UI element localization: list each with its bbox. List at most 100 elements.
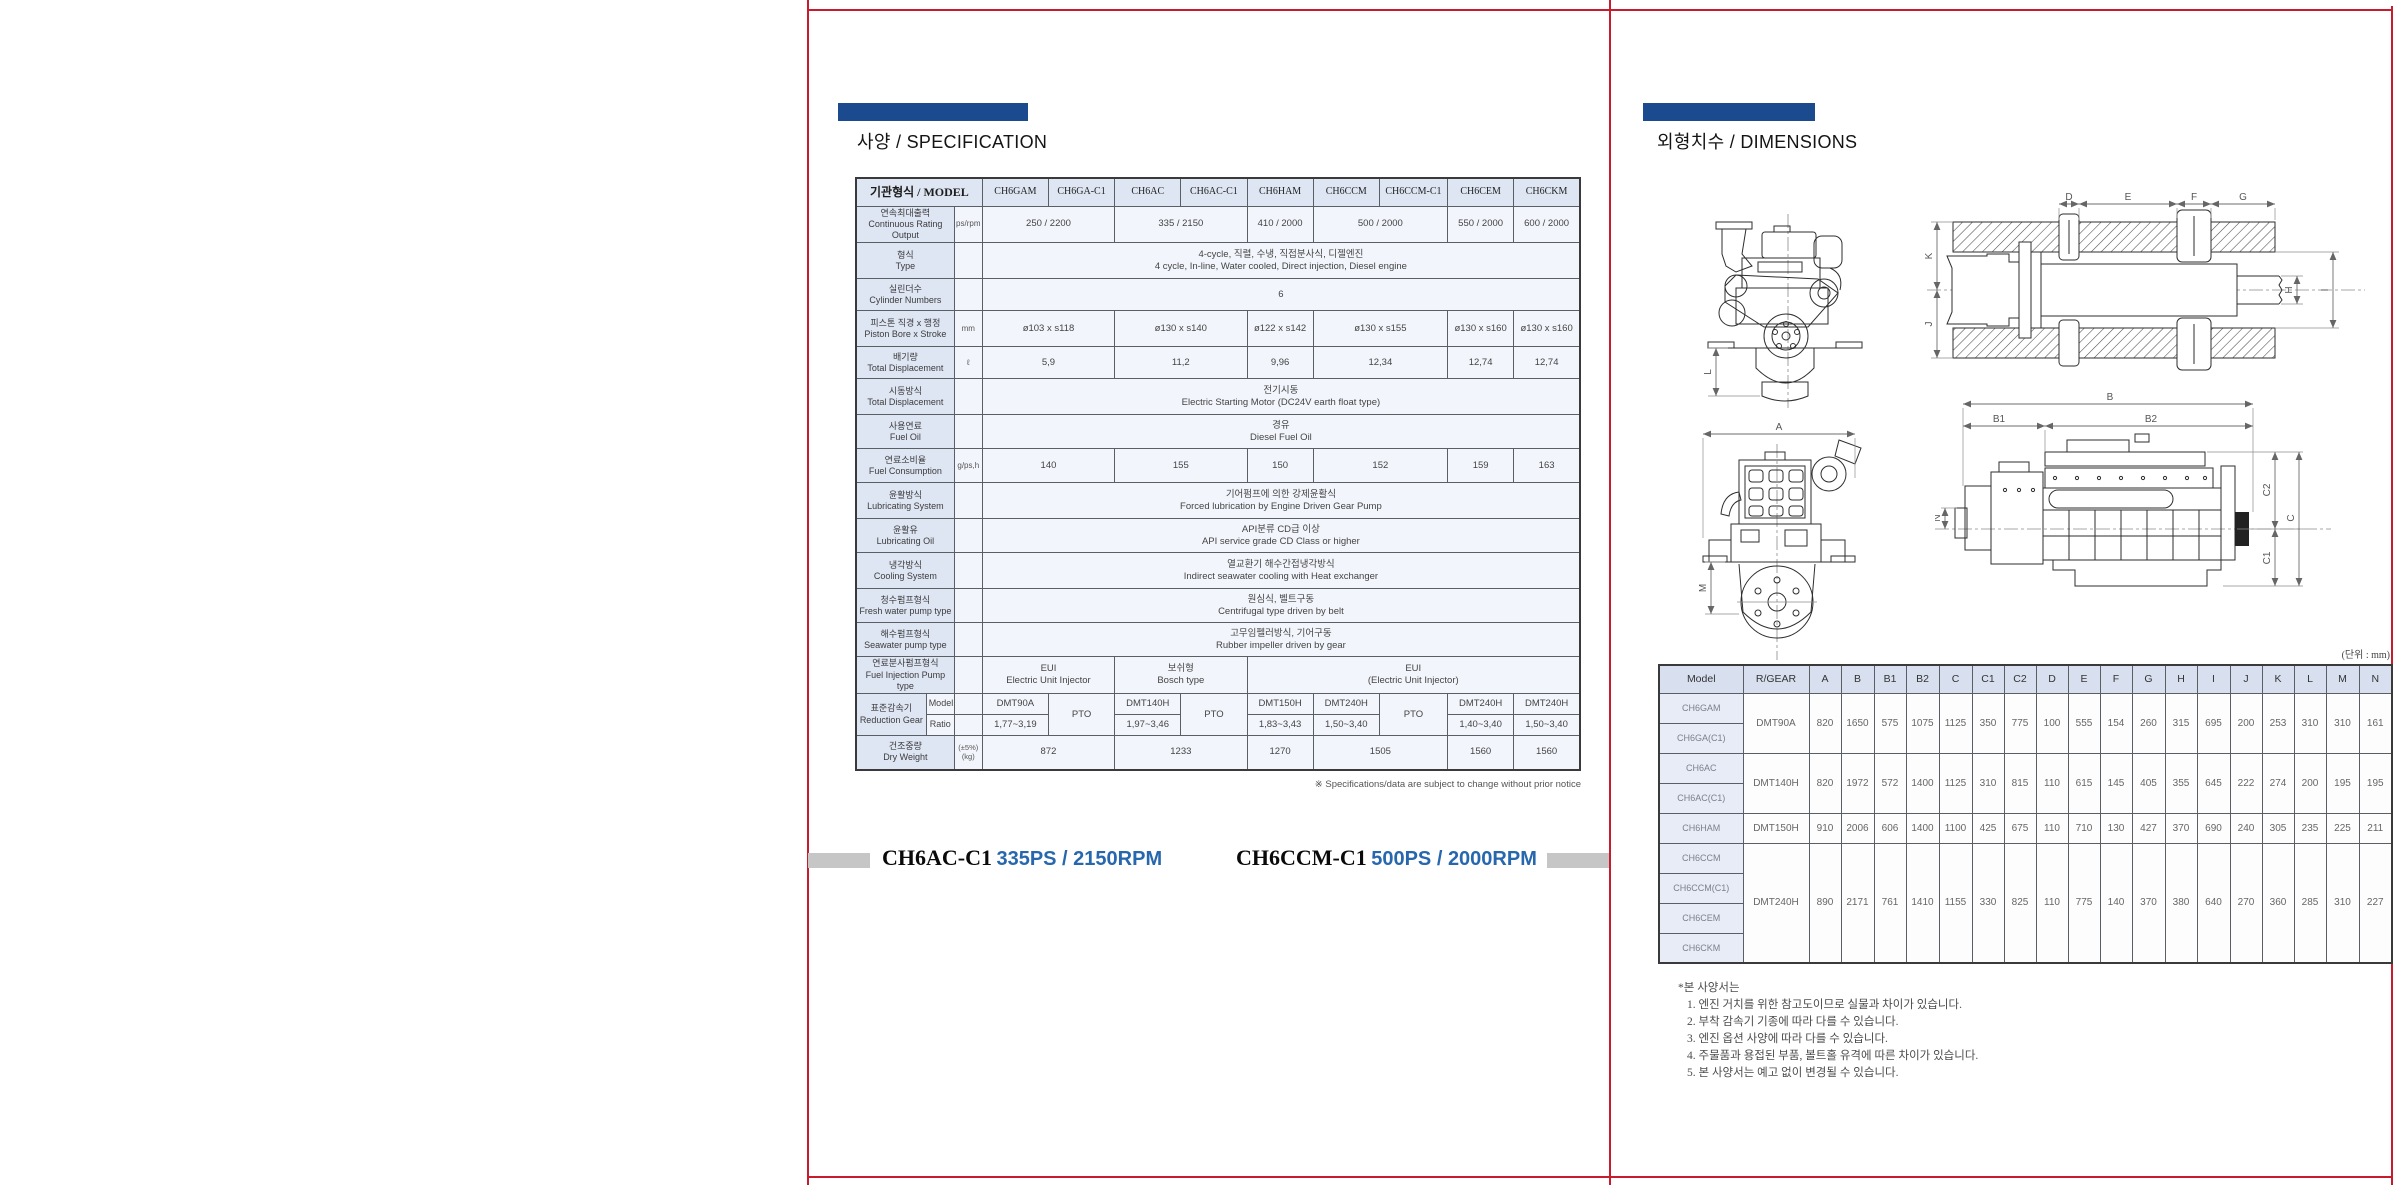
table-cell: I [2196, 664, 2231, 694]
table-cell: 815 [2003, 752, 2037, 814]
table-cell: 기관형식 / MODEL [855, 177, 983, 207]
table-cell: CH6GAM [1658, 692, 1744, 724]
table-cell: 보쉬형 Bosch type [1114, 656, 1248, 694]
table-cell: DMT90A [981, 693, 1049, 715]
table-cell: Ratio [925, 714, 955, 736]
banner-model-1-name: CH6AC-C1 [882, 845, 992, 870]
table-cell: 시동방식 Total Displacement [855, 378, 955, 416]
table-cell: 572 [1873, 752, 1907, 814]
table-cell: R/GEAR [1742, 664, 1810, 694]
table-cell: 1075 [1905, 692, 1940, 754]
table-cell: 1400 [1905, 812, 1940, 844]
table-cell: ø130 x s160 [1447, 310, 1515, 348]
table-cell: 1,77~3,19 [981, 714, 1049, 736]
dim-label-B: B [2107, 392, 2114, 403]
table-cell: 1505 [1312, 735, 1449, 770]
table-cell: 1,50~3,40 [1513, 714, 1581, 736]
note-line: 4. 주물품과 용접된 부품, 볼트홀 유격에 따른 차이가 있습니다. [1687, 1050, 1979, 1062]
crop-line-right [2391, 6, 2393, 1185]
table-cell: 해수펌프형식 Seawater pump type [855, 622, 955, 658]
table-cell: 기어펌프에 의한 강제윤활식 Forced lubrication by Eng… [981, 482, 1581, 520]
table-cell: 1125 [1938, 692, 1973, 754]
dimensions-table: Model R/GEAR A B B1 B2 C C1 C2 D E F G H I J K L M N CH6GAM D… [1658, 664, 2393, 964]
table-cell [953, 278, 983, 312]
table-cell: 100 [2035, 692, 2069, 754]
table-cell: CH6CCM [1658, 842, 1744, 874]
table-cell: 배기량 Total Displacement [855, 346, 955, 380]
table-cell: 645 [2196, 752, 2231, 814]
shaft-view-drawing: D E F G K J H I [1925, 192, 2365, 371]
table-cell: (±5%)(kg) [953, 735, 983, 770]
banner-model-2-spec: 500PS / 2000RPM [1371, 848, 1537, 870]
table-cell: 270 [2229, 842, 2263, 964]
table-cell: g/ps,h [953, 448, 983, 484]
dim-label-C1: C1 [2262, 551, 2273, 564]
table-cell: 11,2 [1114, 346, 1248, 380]
table-cell: CH6CKM [1513, 177, 1581, 207]
table-cell: 310 [2293, 692, 2327, 754]
table-cell: 761 [1873, 842, 1907, 964]
crop-line-center [1609, 0, 1611, 1185]
dim-DEFG: D E F G [2058, 192, 2276, 220]
table-cell: 200 [2293, 752, 2327, 814]
table-cell: 1410 [1905, 842, 1940, 964]
table-cell: 12,74 [1447, 346, 1515, 380]
table-cell: 140 [981, 448, 1116, 484]
table-cell: 820 [1808, 752, 1842, 814]
table-cell: 경유 Diesel Fuel Oil [981, 414, 1581, 450]
table-cell: 154 [2099, 692, 2133, 754]
table-cell: ø103 x s118 [981, 310, 1116, 348]
dim-L: L [1703, 347, 1760, 397]
table-cell: 640 [2196, 842, 2231, 964]
table-cell: ø122 x s142 [1246, 310, 1314, 348]
table-cell: 110 [2035, 812, 2069, 844]
table-cell: 310 [1971, 752, 2005, 814]
spec-page-title: 사양 / SPECIFICATION [857, 132, 1048, 152]
table-cell: 330 [1971, 842, 2005, 964]
dim-C-C1-C2: C2 C1 C [2207, 451, 2303, 587]
table-cell: 550 / 2000 [1447, 205, 1515, 244]
table-cell: 600 / 2000 [1513, 205, 1581, 244]
banner-model-2: CH6CCM-C1 500PS / 2000RPM [1236, 845, 1537, 871]
table-cell: B [1840, 664, 1875, 694]
table-cell: 연료분사펌프형식 Fuel Injection Pump type [855, 656, 955, 694]
dim-M: M [1698, 561, 1739, 615]
table-cell: 110 [2035, 752, 2069, 814]
table-cell: 253 [2261, 692, 2295, 754]
dim-label-C2: C2 [2262, 483, 2273, 496]
spec-title-bar [838, 103, 1028, 121]
table-cell: PTO [1180, 693, 1248, 736]
table-cell: 315 [2164, 692, 2198, 754]
table-cell: 225 [2325, 812, 2360, 844]
table-cell: 410 / 2000 [1246, 205, 1314, 244]
engine-rear-outline [1702, 439, 1862, 660]
banner-model-1-spec: 335PS / 2150RPM [996, 848, 1163, 870]
table-cell: CH6HAM [1658, 812, 1744, 844]
dimension-notes: *본 사양서는 1. 엔진 거치를 위한 참고도이므로 실물과 차이가 있습니다… [1678, 980, 1978, 1082]
table-cell: 274 [2261, 752, 2295, 814]
table-cell: 1125 [1938, 752, 1973, 814]
table-cell: 260 [2131, 692, 2166, 754]
table-cell: 5,9 [981, 346, 1116, 380]
dim-label-I: I [2320, 289, 2331, 292]
side-view-drawing: B B1 B2 N C2 C1 C [1935, 392, 2331, 587]
specification-table: 기관형식 / MODEL CH6GAM CH6GA-C1 CH6AC CH6AC-C1 C… [855, 177, 1581, 771]
table-cell: 150 [1246, 448, 1314, 484]
note-line: 1. 엔진 거치를 위한 참고도이므로 실물과 차이가 있습니다. [1687, 999, 1962, 1011]
table-cell: 실린더수 Cylinder Numbers [855, 278, 955, 312]
table-cell: API분류 CD급 이상 API service grade CD Class … [981, 518, 1581, 554]
table-cell: 1560 [1447, 735, 1515, 770]
table-cell: 140 [2099, 842, 2133, 964]
table-cell: A [1808, 664, 1842, 694]
table-cell: 9,96 [1246, 346, 1314, 380]
table-cell: 건조중량 Dry Weight [855, 735, 955, 770]
table-cell: DMT140H [1114, 693, 1182, 715]
dim-A: A [1702, 422, 1856, 538]
table-cell: 2171 [1840, 842, 1875, 964]
table-cell: 675 [2003, 812, 2037, 844]
table-cell: N [2358, 664, 2393, 694]
dim-label-G: G [2239, 192, 2247, 203]
dim-N: N [1935, 507, 1957, 530]
note-line: *본 사양서는 [1678, 982, 1740, 994]
table-cell [953, 622, 983, 658]
